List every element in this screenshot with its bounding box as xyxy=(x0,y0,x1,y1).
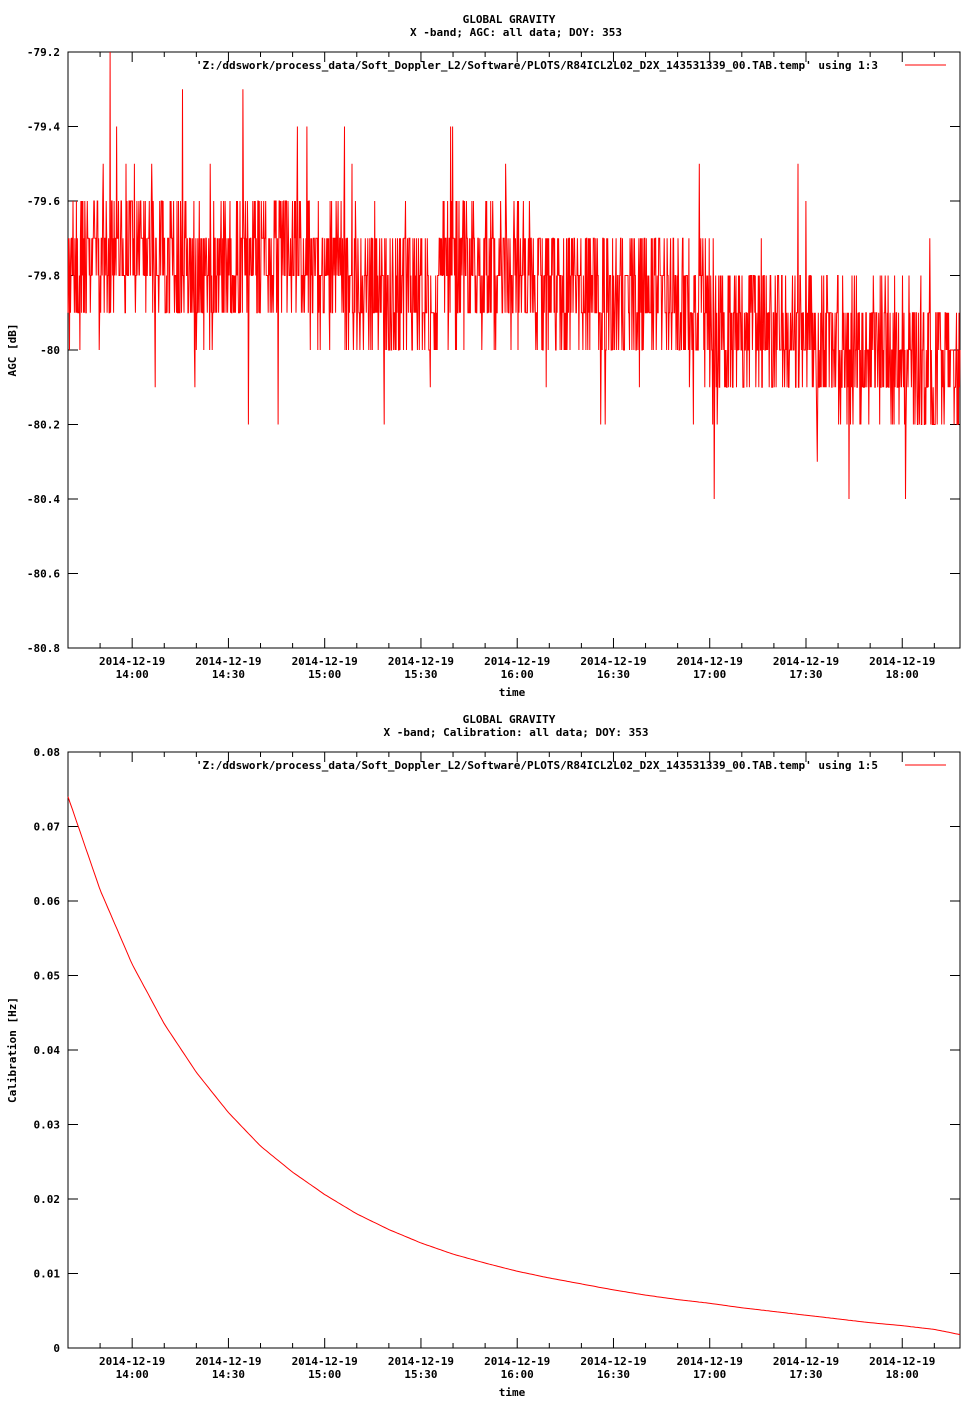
chart2-legend-label: 'Z:/ddswork/process_data/Soft_Doppler_L2… xyxy=(196,759,878,772)
chart1-subtitle: X -band; AGC: all data; DOY: 353 xyxy=(410,26,622,39)
chart2-xtick-time-label: 17:30 xyxy=(789,1368,822,1381)
chart2-xtick-date-label: 2014-12-19 xyxy=(677,1355,743,1368)
chart1-ytick-label: -80.8 xyxy=(27,642,60,655)
chart1-ytick-label: -80 xyxy=(40,344,60,357)
chart2-ylabel: Calibration [Hz] xyxy=(6,997,19,1103)
chart1-ytick-label: -79.2 xyxy=(27,46,60,59)
chart2-xtick-time-label: 15:30 xyxy=(404,1368,437,1381)
chart1-xtick-date-label: 2014-12-19 xyxy=(99,655,165,668)
chart1-legend-label: 'Z:/ddswork/process_data/Soft_Doppler_L2… xyxy=(196,59,878,72)
chart1-ytick-label: -80.6 xyxy=(27,568,60,581)
chart1-ytick-label: -79.8 xyxy=(27,270,60,283)
chart2-ytick-label: 0.05 xyxy=(34,970,61,983)
chart1-xtick-time-label: 14:00 xyxy=(116,668,149,681)
chart1-xtick-time-label: 16:30 xyxy=(597,668,630,681)
chart2-xtick-time-label: 18:00 xyxy=(886,1368,919,1381)
chart1-xtick-date-label: 2014-12-19 xyxy=(869,655,935,668)
chart2-ytick-label: 0.03 xyxy=(34,1119,61,1132)
chart2-xtick-date-label: 2014-12-19 xyxy=(484,1355,550,1368)
chart1-ylabel: AGC [dB] xyxy=(6,324,19,377)
chart2-xtick-date-label: 2014-12-19 xyxy=(195,1355,261,1368)
chart1-ytick-label: -80.2 xyxy=(27,419,60,432)
chart1-xtick-time-label: 18:00 xyxy=(886,668,919,681)
chart1-ytick-label: -80.4 xyxy=(27,493,60,506)
chart2-ytick-label: 0.02 xyxy=(34,1193,61,1206)
chart2-xtick-date-label: 2014-12-19 xyxy=(773,1355,839,1368)
chart1-xtick-time-label: 17:30 xyxy=(789,668,822,681)
chart2-xlabel: time xyxy=(499,1386,526,1399)
chart2-xtick-date-label: 2014-12-19 xyxy=(388,1355,454,1368)
chart1-xtick-time-label: 15:00 xyxy=(308,668,341,681)
chart2-xtick-date-label: 2014-12-19 xyxy=(869,1355,935,1368)
chart1-xtick-date-label: 2014-12-19 xyxy=(773,655,839,668)
chart1-xtick-time-label: 14:30 xyxy=(212,668,245,681)
chart1-ytick-label: -79.4 xyxy=(27,121,60,134)
chart2-xtick-time-label: 15:00 xyxy=(308,1368,341,1381)
chart2-series-line xyxy=(67,796,961,1336)
chart2-xtick-time-label: 16:00 xyxy=(501,1368,534,1381)
chart2-ytick-label: 0.01 xyxy=(34,1268,61,1281)
chart1-xlabel: time xyxy=(499,686,526,699)
chart-marks: -79.2 -79.4 -79.6 -79.8 -80 -80.2 -80.4 -80.6 -8… xyxy=(27,46,961,1381)
chart2-xtick-date-label: 2014-12-19 xyxy=(580,1355,646,1368)
chart1-xtick-time-label: 16:00 xyxy=(501,668,534,681)
chart1-title: GLOBAL GRAVITY xyxy=(463,13,556,26)
chart1-xtick-date-label: 2014-12-19 xyxy=(388,655,454,668)
chart2-xtick-time-label: 14:00 xyxy=(116,1368,149,1381)
chart2-xtick-time-label: 16:30 xyxy=(597,1368,630,1381)
chart2-title: GLOBAL GRAVITY xyxy=(463,713,556,726)
chart2-ytick-label: 0 xyxy=(53,1342,60,1355)
chart2-ytick-label: 0.07 xyxy=(34,821,61,834)
chart1-xtick-date-label: 2014-12-19 xyxy=(292,655,358,668)
chart2-subtitle: X -band; Calibration: all data; DOY: 353 xyxy=(384,726,649,739)
chart1-series-line xyxy=(67,51,961,500)
chart1-ytick-label: -79.6 xyxy=(27,195,60,208)
chart1-xtick-date-label: 2014-12-19 xyxy=(580,655,646,668)
chart2-ytick-label: 0.06 xyxy=(34,895,61,908)
chart1-xtick-time-label: 15:30 xyxy=(404,668,437,681)
chart2-xtick-time-label: 17:00 xyxy=(693,1368,726,1381)
chart1-xtick-time-label: 17:00 xyxy=(693,668,726,681)
chart1-xtick-date-label: 2014-12-19 xyxy=(484,655,550,668)
chart2-xtick-date-label: 2014-12-19 xyxy=(292,1355,358,1368)
chart2-ytick-label: 0.04 xyxy=(34,1044,61,1057)
chart1-xtick-date-label: 2014-12-19 xyxy=(195,655,261,668)
chart1-xtick-date-label: 2014-12-19 xyxy=(677,655,743,668)
chart2-xtick-time-label: 14:30 xyxy=(212,1368,245,1381)
chart2-xtick-date-label: 2014-12-19 xyxy=(99,1355,165,1368)
chart2-ytick-label: 0.08 xyxy=(34,746,61,759)
